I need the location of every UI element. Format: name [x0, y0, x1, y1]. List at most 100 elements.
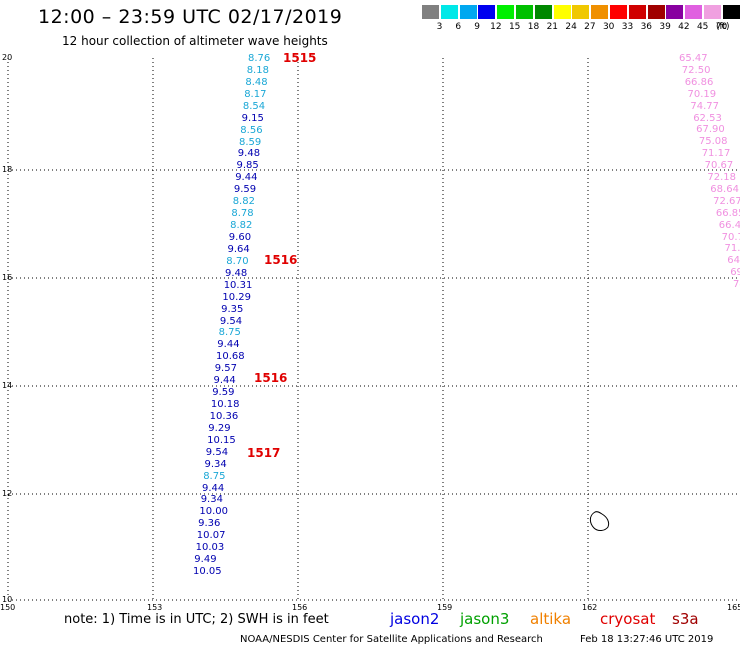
wave-height-value: 9.34 [204, 458, 227, 470]
scale-swatch [591, 5, 609, 19]
scale-swatch [534, 5, 552, 19]
wave-height-value: 10.15 [207, 434, 236, 446]
wave-height-value: 9.54 [205, 446, 229, 458]
wave-height-value-east: 67.90 [696, 124, 725, 136]
lon-label: 153 [147, 603, 163, 612]
scale-label: 3 [436, 22, 443, 32]
wave-height-value-east: 70.7 [721, 231, 740, 243]
wave-height-value: 9.85 [236, 160, 259, 172]
wave-height-value-east: 71.4 [724, 243, 740, 255]
wave-height-value: 9.59 [212, 387, 235, 398]
lon-label: 159 [437, 603, 453, 612]
wave-height-value: 9.36 [198, 518, 221, 530]
wave-height-value: 10.03 [195, 542, 225, 554]
scale-swatch [722, 5, 740, 19]
scale-label: 6 [455, 22, 462, 32]
scale-swatch [497, 5, 515, 19]
scale-swatch [666, 5, 684, 19]
scale-swatch [459, 5, 477, 19]
lon-label: 162 [582, 603, 598, 612]
wave-height-value: 8.48 [245, 76, 268, 88]
satellite-jason2: jason2 [390, 610, 440, 628]
satellite-s3a: s3a [672, 610, 699, 628]
wave-height-value: 10.18 [210, 399, 240, 410]
wave-height-value: 9.59 [233, 184, 257, 196]
wave-height-value: 8.54 [242, 100, 266, 112]
footer-note: note: 1) Time is in UTC; 2) SWH is in fe… [64, 612, 329, 627]
wave-height-value: 9.44 [202, 482, 225, 494]
wave-height-value: 8.17 [244, 88, 267, 100]
wave-height-value: 8.82 [232, 196, 255, 208]
wave-height-value: 10.29 [222, 291, 252, 303]
lon-label: 165 [727, 603, 740, 612]
scale-swatch [647, 5, 665, 19]
lat-label: 20 [2, 53, 13, 62]
scale-swatch [422, 5, 439, 19]
wave-height-value-east: 69 [730, 267, 740, 279]
satellite-altika: altika [530, 610, 572, 628]
wave-height-value: 9.34 [200, 494, 223, 506]
lon-label: 150 [0, 603, 16, 612]
scale-label: 39 [659, 22, 671, 32]
wave-height-value: 9.44 [217, 339, 240, 351]
satellite-jason3: jason3 [460, 610, 510, 628]
wave-height-value: 8.75 [203, 470, 226, 482]
wave-height-value: 9.64 [227, 243, 250, 255]
scale-label: 42 [678, 22, 690, 32]
scale-label: 18 [527, 22, 540, 32]
wave-height-value: 10.31 [223, 279, 253, 291]
scale-label: 9 [474, 22, 480, 32]
wave-height-value: 9.48 [225, 267, 248, 279]
lat-label: 12 [2, 489, 13, 498]
scale-swatch [572, 5, 590, 19]
wave-height-value: 8.18 [246, 64, 269, 76]
scale-swatch [440, 5, 458, 19]
island-outline [589, 511, 610, 531]
wave-height-value: 9.57 [214, 363, 237, 375]
wave-height-value-east: 75.08 [698, 136, 728, 148]
scale-unit: (ft) [716, 22, 730, 32]
scale-label: 12 [490, 22, 502, 32]
wave-height-value: 9.29 [208, 422, 231, 434]
wave-height-value: 9.44 [235, 172, 258, 184]
footer-timestamp: Feb 18 13:27:46 UTC 2019 [580, 634, 714, 645]
wave-height-value-east: 74 [733, 279, 740, 291]
wave-height-value: 8.76 [248, 53, 271, 64]
wave-height-value: 8.78 [231, 208, 254, 220]
scale-swatch [553, 5, 571, 19]
wave-height-value-east: 68.64 [710, 183, 739, 195]
scale-label: 27 [584, 22, 596, 32]
lat-label: 16 [2, 273, 13, 282]
scale-label: 21 [546, 22, 559, 32]
wave-height-value: 9.35 [221, 303, 244, 315]
wave-height-value-east: 66.85 [715, 207, 740, 219]
pass-time-label: 1516 [254, 371, 288, 385]
scale-swatch [704, 5, 721, 19]
scale-label: 30 [602, 22, 615, 32]
scale-label: 70 [715, 22, 728, 32]
wave-height-value: 8.59 [239, 136, 262, 148]
wave-height-value-east: 66.45 [718, 219, 740, 231]
wave-height-value: 9.60 [228, 231, 252, 243]
scale-label: 24 [565, 22, 577, 32]
wave-height-value: 9.48 [237, 148, 261, 160]
scale-label: 33 [621, 22, 634, 32]
map-title: 12:00 – 23:59 UTC 02/17/2019 [38, 6, 343, 28]
wave-height-value: 10.05 [193, 566, 222, 577]
wave-height-value-east: 72.18 [707, 172, 737, 183]
wave-height-value-east: 65.47 [679, 53, 708, 64]
wave-height-value: 10.00 [199, 506, 229, 518]
wave-height-value: 8.56 [240, 124, 263, 136]
scale-swatch [610, 5, 627, 19]
wave-height-value-east: 62.53 [693, 112, 722, 124]
wave-height-value-east: 64 [727, 255, 740, 267]
footer-credit: NOAA/NESDIS Center for Satellite Applica… [240, 634, 543, 645]
wave-height-value: 10.36 [209, 410, 239, 422]
map-subtitle: 12 hour collection of altimeter wave hei… [62, 34, 328, 48]
lat-label: 10 [2, 595, 13, 604]
scale-label: 15 [508, 22, 521, 32]
wave-height-value-east: 66.86 [684, 76, 714, 88]
wave-height-value: 8.82 [230, 220, 253, 231]
